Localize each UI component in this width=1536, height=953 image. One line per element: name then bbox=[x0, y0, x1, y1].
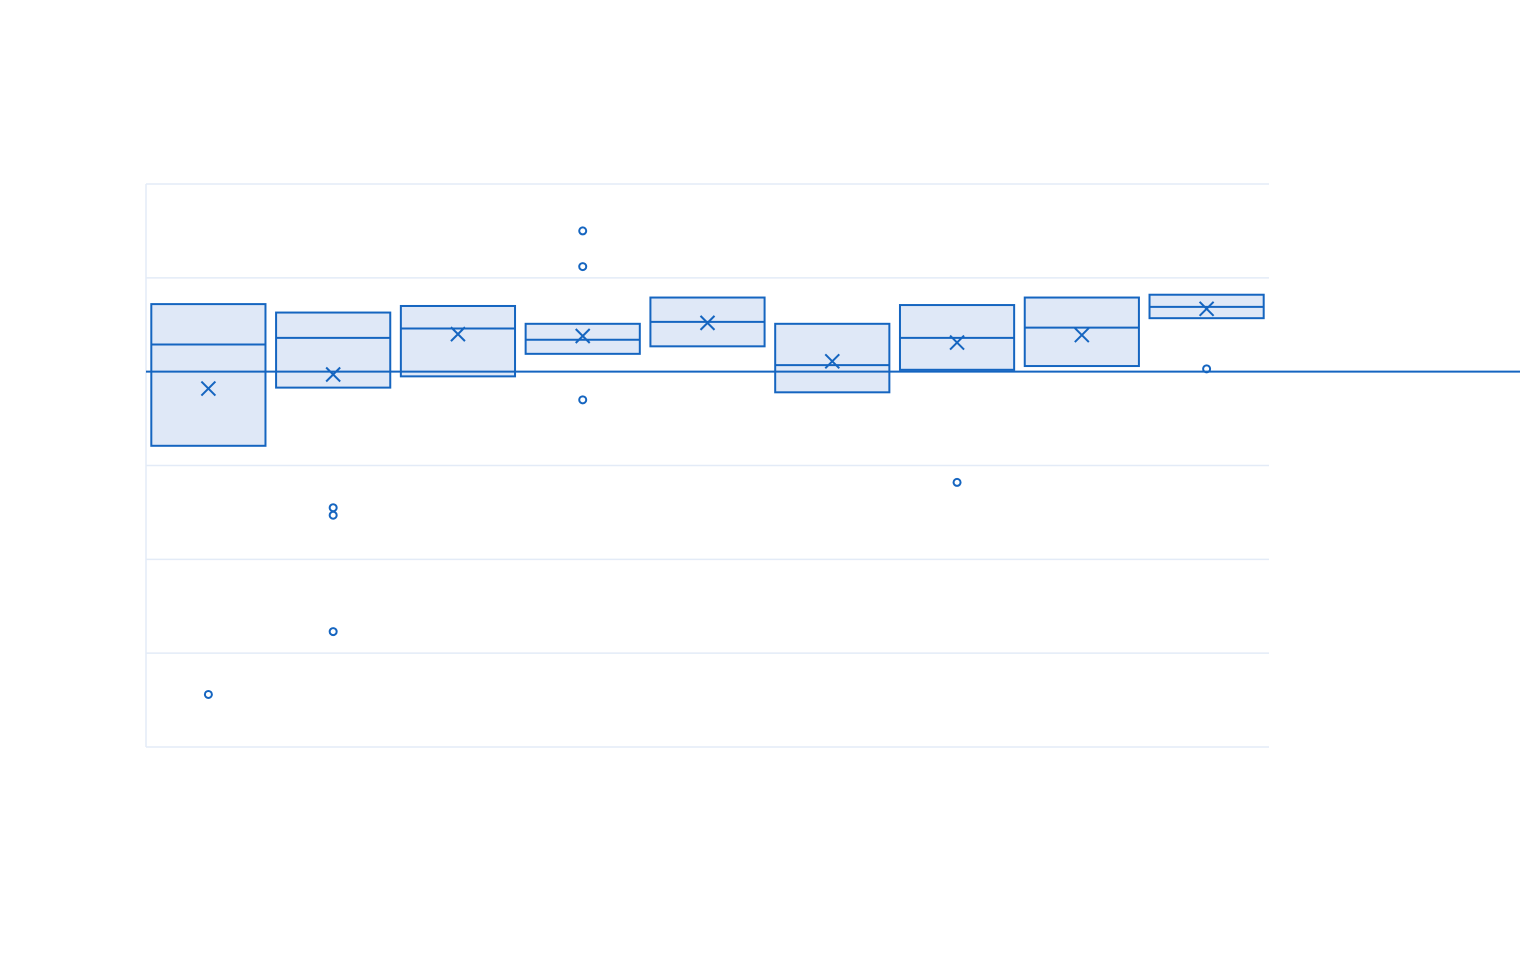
mean-marker bbox=[1074, 327, 1090, 343]
outlier-point bbox=[328, 627, 338, 637]
mean-marker bbox=[949, 334, 965, 351]
box bbox=[275, 311, 392, 389]
mean-marker bbox=[1198, 301, 1215, 317]
outlier-point bbox=[203, 689, 213, 699]
box bbox=[1023, 296, 1140, 368]
box bbox=[399, 304, 517, 378]
outlier-point bbox=[328, 510, 338, 520]
mean-marker bbox=[200, 380, 217, 397]
box bbox=[774, 322, 891, 394]
mean-marker bbox=[575, 328, 591, 344]
outlier-point bbox=[578, 262, 588, 272]
mean-marker bbox=[325, 366, 341, 383]
outlier-point bbox=[578, 395, 588, 405]
outlier-point bbox=[328, 503, 338, 513]
outlier-point bbox=[952, 477, 962, 487]
mean-marker bbox=[450, 326, 466, 342]
box bbox=[150, 303, 267, 447]
mean-marker bbox=[699, 315, 716, 331]
mean-marker bbox=[824, 353, 840, 370]
outlier-point bbox=[578, 226, 588, 236]
